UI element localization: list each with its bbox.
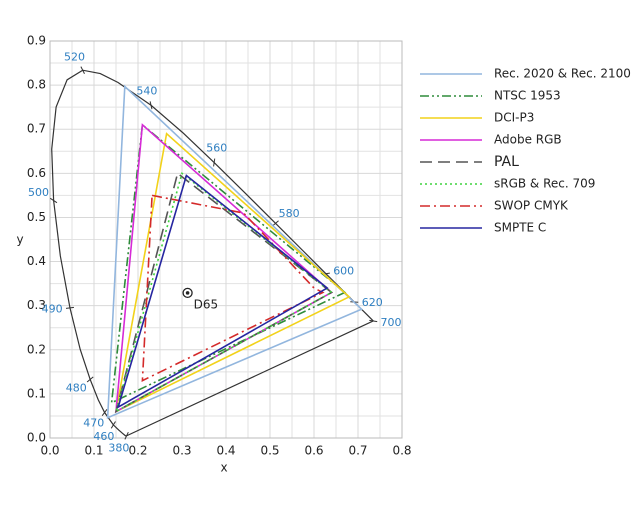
wavelength-label: 380 — [108, 441, 129, 454]
y-tick-label: 0.6 — [27, 166, 46, 180]
white-point-dot — [185, 291, 190, 295]
y-tick-label: 0.5 — [27, 210, 46, 224]
legend-label: Rec. 2020 & Rec. 2100 — [494, 67, 631, 81]
wavelength-label: 460 — [93, 430, 114, 443]
wavelength-tick — [101, 409, 108, 416]
gamut-triangle — [141, 194, 325, 382]
legend-label: sRGB & Rec. 709 — [494, 177, 595, 191]
wavelength-tick — [49, 197, 58, 204]
y-tick-label: 0.9 — [27, 34, 46, 48]
wavelength-tick — [272, 220, 279, 227]
y-tick-label: 0.4 — [27, 254, 46, 268]
gamut-triangle — [110, 123, 347, 405]
wavelength-label: 520 — [64, 51, 85, 64]
x-tick-label: 0.4 — [216, 444, 235, 458]
gamut-triangle — [114, 132, 351, 413]
wavelength-label: 500 — [28, 186, 49, 199]
legend-label: SWOP CMYK — [494, 199, 569, 213]
x-tick-label: 0.5 — [260, 444, 279, 458]
wavelength-label: 620 — [362, 296, 383, 309]
legend-label: Adobe RGB — [494, 133, 562, 147]
wavelength-label: 580 — [279, 207, 300, 220]
y-tick-label: 0.1 — [27, 386, 46, 400]
wavelength-label: 540 — [136, 85, 157, 98]
spectral-locus — [51, 69, 375, 437]
wavelength-label: 600 — [333, 265, 354, 278]
wavelength-label: 490 — [42, 303, 63, 316]
y-tick-label: 0.8 — [27, 78, 46, 92]
wavelength-tick — [124, 431, 129, 440]
legend-label: NTSC 1953 — [494, 89, 561, 103]
y-tick-label: 0.2 — [27, 342, 46, 356]
wavelength-tick — [80, 66, 85, 74]
gamut-triangle — [114, 171, 334, 414]
y-tick-label: 0.3 — [27, 298, 46, 312]
x-tick-label: 0.6 — [304, 444, 323, 458]
wavelength-label: 700 — [381, 316, 402, 329]
legend-label: SMPTE C — [494, 221, 546, 235]
x-tick-label: 0.2 — [128, 444, 147, 458]
x-axis-label: x — [220, 461, 227, 475]
wavelength-label: 560 — [206, 142, 227, 155]
x-tick-label: 0.3 — [172, 444, 191, 458]
wavelength-tick — [65, 306, 75, 309]
y-axis-label: y — [16, 233, 23, 247]
wavelength-tick — [86, 376, 94, 383]
wavelength-label: 480 — [66, 381, 87, 394]
x-tick-label: 0.8 — [392, 444, 411, 458]
plot-frame — [49, 40, 403, 439]
wavelength-tick — [149, 101, 153, 110]
white-point-label: D65 — [194, 297, 219, 311]
wavelength-tick — [369, 319, 378, 323]
gamut-triangle — [106, 84, 363, 419]
wavelength-tick — [213, 158, 216, 167]
x-tick-label: 0.0 — [40, 444, 59, 458]
y-tick-label: 0.0 — [27, 431, 46, 445]
wavelength-tick — [110, 421, 116, 429]
white-point — [182, 287, 193, 299]
legend-label: PAL — [494, 154, 519, 170]
legend-label: DCI-P3 — [494, 111, 534, 125]
gamut-triangle — [116, 174, 329, 409]
x-tick-label: 0.1 — [84, 444, 103, 458]
x-tick-label: 0.7 — [348, 444, 367, 458]
wavelength-label: 470 — [83, 417, 104, 430]
y-tick-label: 0.7 — [27, 122, 46, 136]
